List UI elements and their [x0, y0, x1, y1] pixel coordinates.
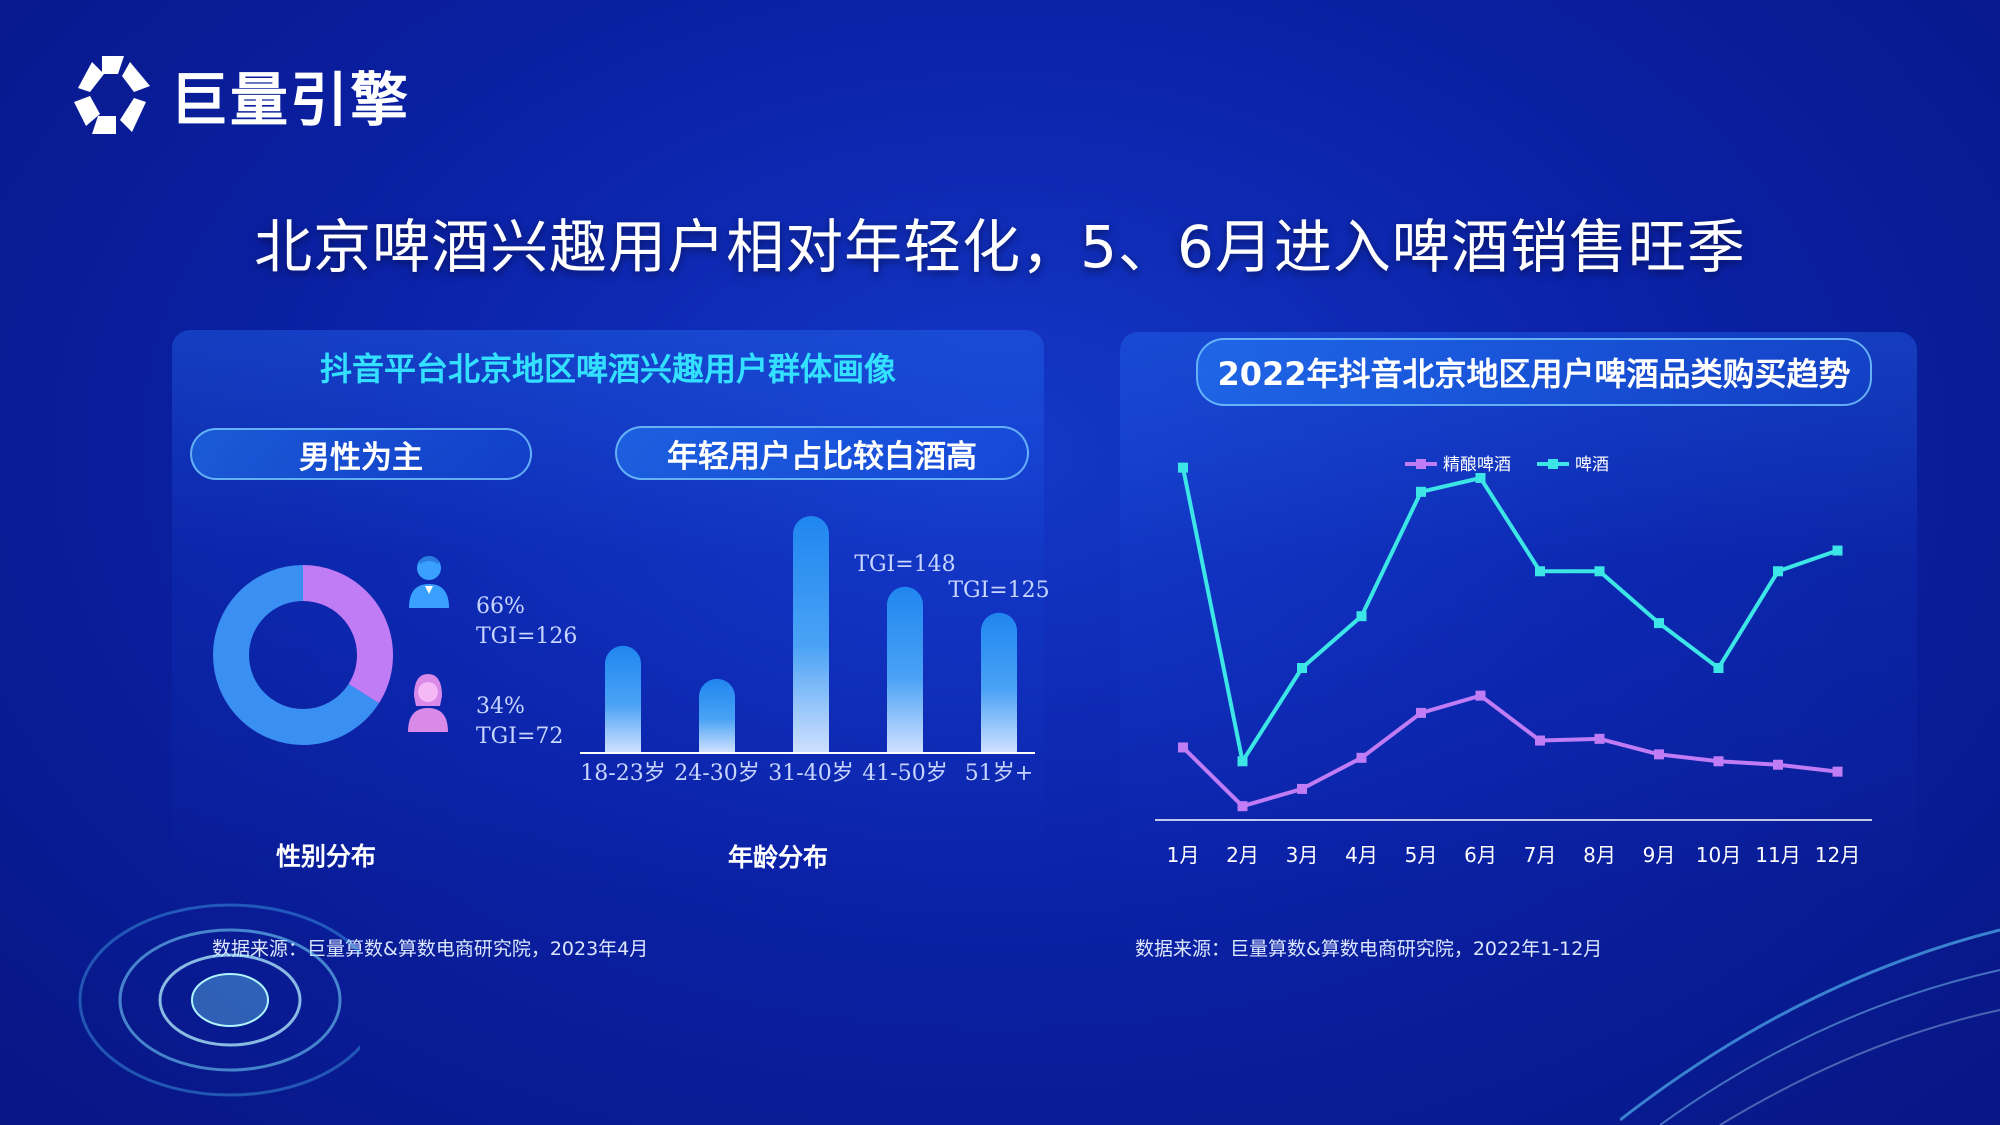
x-tick-label: 4月 — [1345, 843, 1378, 867]
series-line-1 — [1181, 467, 1839, 764]
tgi-annotation: TGI=125 — [948, 578, 1049, 603]
x-tick-label: 3月 — [1286, 843, 1319, 867]
data-point — [1713, 756, 1724, 767]
legend-label-0: 精酿啤酒 — [1443, 455, 1511, 475]
x-tick-label: 11月 — [1755, 843, 1800, 867]
data-point — [1535, 566, 1545, 577]
data-point — [1356, 752, 1367, 763]
age-bar-1 — [699, 678, 735, 752]
data-point — [1773, 759, 1783, 770]
data-point — [1178, 742, 1188, 753]
x-tick-label: 8月 — [1583, 843, 1616, 867]
data-point — [1297, 783, 1307, 794]
legend-marker-1 — [1548, 459, 1558, 469]
age-bar-4 — [981, 612, 1017, 752]
age-tick-label: 24-30岁 — [674, 761, 759, 786]
purchase-trend-panel — [1120, 332, 1917, 892]
trend-x-labels: 1月 2月 3月 4月 5月 6月 7月 8月 9月 10月 11月 12月 — [1167, 843, 1861, 867]
age-bars — [605, 516, 1017, 752]
data-point — [1832, 766, 1843, 777]
gender-donut-chart — [213, 565, 393, 745]
data-point — [1654, 618, 1664, 629]
data-point — [1535, 735, 1545, 746]
decorative-swirl-right — [1620, 928, 2000, 1125]
age-tick-labels: 18-23岁 24-30岁 31-40岁 41-50岁 51岁+ — [580, 761, 1033, 786]
left-source-note: 数据来源：巨量算数&算数电商研究院，2023年4月 — [212, 938, 649, 960]
age-tick-label: 51岁+ — [965, 761, 1033, 786]
data-point — [1475, 690, 1486, 701]
tgi-annotation: TGI=148 — [854, 552, 955, 577]
legend-label-1: 啤酒 — [1575, 455, 1609, 475]
female-percent: 34% — [476, 694, 525, 719]
data-point — [1416, 486, 1426, 497]
male-percent: 66% — [476, 594, 525, 619]
x-tick-label: 2月 — [1226, 843, 1259, 867]
data-point — [1297, 663, 1307, 673]
age-bar-chart: 18-23岁 24-30岁 31-40岁 41-50岁 51岁+ TGI=148TGI=… — [580, 516, 1050, 786]
trend-legend: 精酿啤酒 啤酒 — [1405, 455, 1609, 475]
age-bar-3 — [887, 586, 923, 752]
data-point — [1594, 566, 1605, 577]
right-panel-title: 2022年抖音北京地区用户啤酒品类购买趋势 — [1196, 338, 1872, 406]
x-tick-label: 9月 — [1643, 843, 1676, 867]
donut-slices — [213, 565, 393, 745]
gender-caption: 性别分布 — [276, 842, 377, 871]
data-point — [1832, 545, 1843, 556]
gender-pill: 男性为主 — [190, 428, 532, 480]
age-caption: 年龄分布 — [728, 843, 829, 872]
age-bar-0 — [605, 645, 641, 752]
data-point — [1178, 462, 1188, 473]
age-pill: 年轻用户占比较白酒高 — [615, 426, 1029, 480]
age-tick-label: 31-40岁 — [768, 761, 853, 786]
x-tick-label: 5月 — [1405, 843, 1438, 867]
data-point — [1475, 473, 1486, 483]
female-icon — [408, 674, 448, 732]
left-panel-title: 抖音平台北京地区啤酒兴趣用户群体画像 — [319, 350, 896, 388]
age-tick-label: 18-23岁 — [580, 761, 665, 786]
x-tick-label: 6月 — [1464, 843, 1497, 867]
data-point — [1356, 611, 1367, 622]
age-tick-label: 41-50岁 — [862, 761, 947, 786]
donut-slice-0 — [213, 565, 393, 745]
data-point — [1237, 801, 1248, 812]
male-stats: 66% TGI=126 — [476, 592, 577, 652]
brand-name: 巨量引擎 — [170, 66, 411, 134]
male-icon — [409, 556, 449, 608]
page-title: 北京啤酒兴趣用户相对年轻化，5、6月进入啤酒销售旺季 — [254, 213, 1746, 281]
series-line-0 — [1181, 693, 1838, 809]
brand-logo: 巨量引擎 — [72, 52, 410, 138]
data-point — [1654, 749, 1664, 760]
age-bar-2 — [793, 516, 829, 752]
legend-marker-0 — [1416, 459, 1426, 469]
data-point — [1713, 663, 1724, 673]
trend-series — [1178, 462, 1843, 812]
female-stats: 34% TGI=72 — [476, 692, 563, 752]
male-tgi: TGI=126 — [476, 624, 578, 649]
data-point — [1594, 733, 1605, 744]
female-tgi: TGI=72 — [476, 724, 564, 749]
x-tick-label: 1月 — [1167, 843, 1200, 867]
x-tick-label: 10月 — [1696, 843, 1741, 867]
brand-mark-icon — [74, 56, 150, 134]
data-point — [1237, 756, 1248, 767]
right-source-note: 数据来源：巨量算数&算数电商研究院，2022年1-12月 — [1135, 938, 1603, 960]
decorative-swirl-left — [78, 903, 360, 1097]
trend-line-chart: 精酿啤酒 啤酒 1月 2月 3月 4月 5月 6月 7月 8月 9月 10月 11月 12月 — [1155, 455, 1872, 867]
x-tick-label: 12月 — [1815, 843, 1860, 867]
data-point — [1773, 566, 1783, 577]
data-point — [1416, 707, 1426, 718]
x-tick-label: 7月 — [1524, 843, 1557, 867]
